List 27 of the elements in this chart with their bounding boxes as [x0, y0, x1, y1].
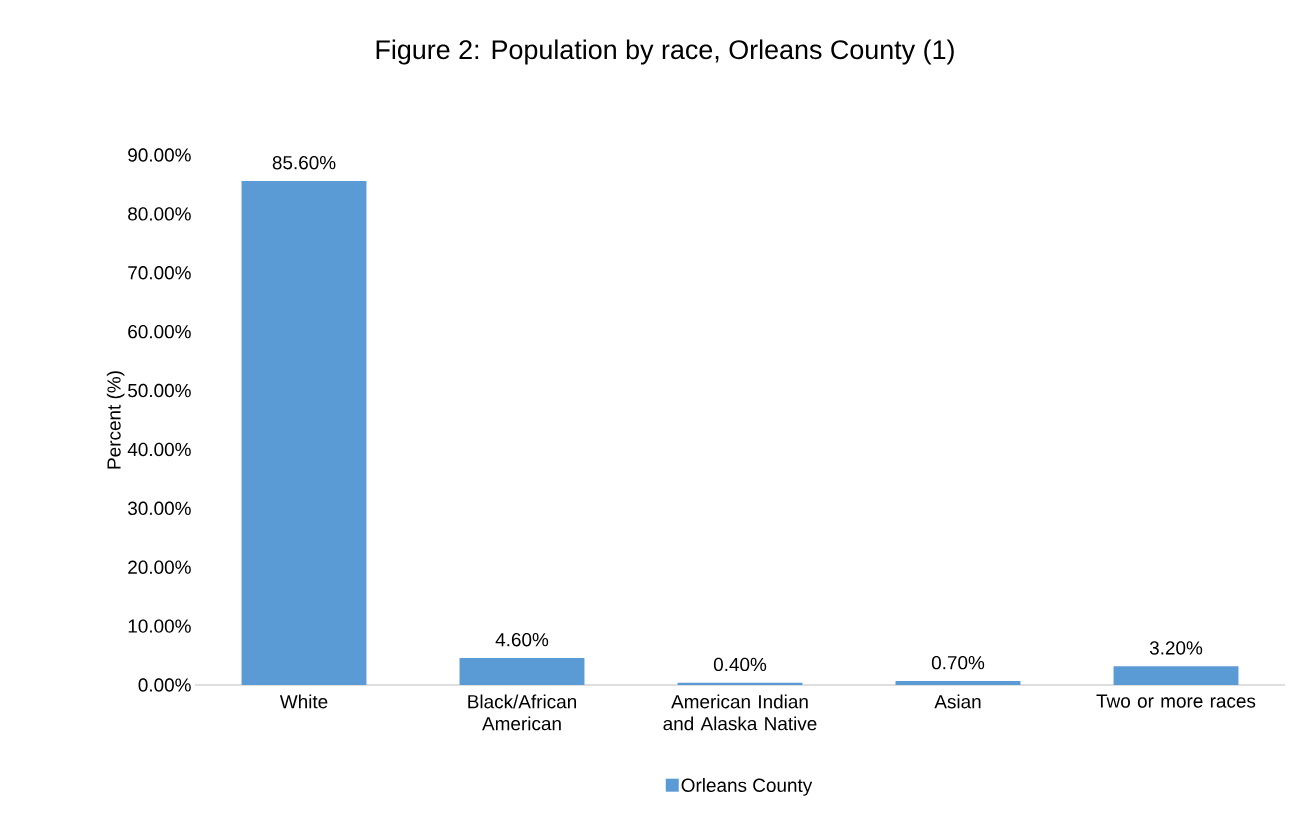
x-tick-label: Black/African American	[468, 694, 576, 731]
y-tick-label: 0.00%	[138, 678, 191, 692]
x-tick-label: American Indian and Alaska Native	[663, 694, 817, 731]
legend-label: Orleans County	[681, 778, 813, 796]
x-tick-label: Asian	[934, 694, 981, 709]
y-tick-label: 40.00%	[127, 442, 191, 457]
x-tick-label: White	[279, 694, 328, 709]
data-label: 0.70%	[931, 655, 985, 670]
data-label: 0.40%	[713, 657, 767, 672]
y-tick-label: 50.00%	[128, 383, 191, 398]
chart-title: Figure 2: Population by race, Orleans County (1)	[376, 39, 954, 65]
bar	[241, 180, 367, 685]
bar	[459, 657, 585, 685]
data-label: 4.60%	[495, 632, 549, 647]
y-tick-label: 20.00%	[128, 560, 191, 574]
y-tick-label: 90.00%	[128, 148, 191, 162]
y-axis-title: Percent (%)	[106, 371, 125, 469]
x-tick-label: Two or more races	[1096, 694, 1256, 708]
y-tick-label: 80.00%	[128, 207, 191, 221]
y-tick-label: 10.00%	[128, 619, 191, 633]
bar	[1113, 666, 1239, 685]
bar	[895, 680, 1021, 685]
y-tick-label: 70.00%	[128, 266, 191, 280]
y-tick-label: 60.00%	[128, 324, 191, 339]
y-tick-label: 30.00%	[128, 501, 191, 516]
data-label: 85.60%	[272, 155, 336, 170]
data-label: 3.20%	[1149, 641, 1203, 655]
